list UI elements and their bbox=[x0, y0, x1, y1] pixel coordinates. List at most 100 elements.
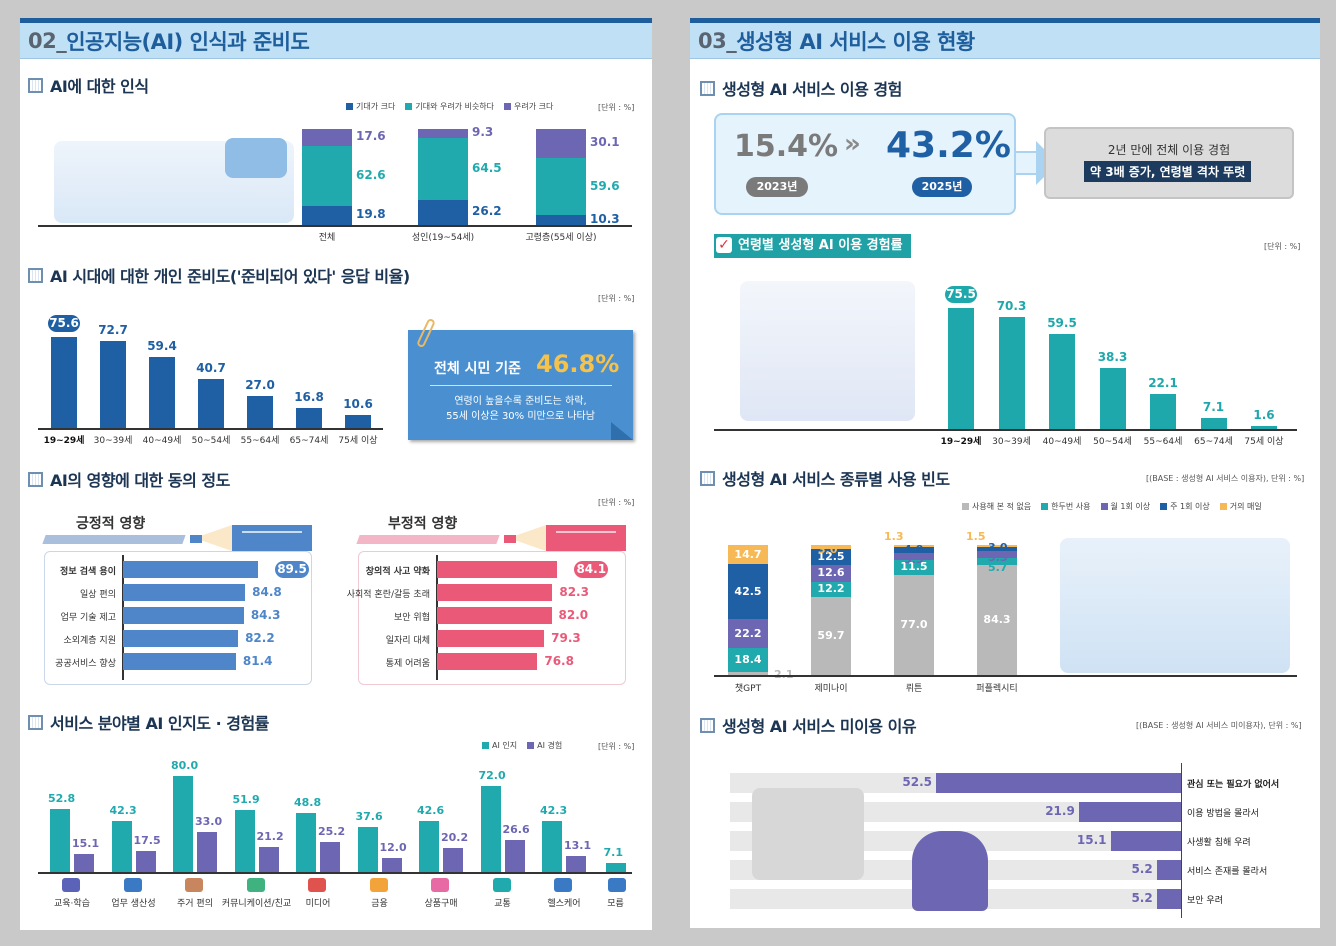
bar bbox=[296, 407, 322, 428]
data-label: 10.6 bbox=[343, 397, 373, 412]
checkbox-square-icon bbox=[28, 471, 43, 487]
data-label: 2.1 bbox=[774, 668, 794, 681]
category-label: 퍼플렉시티 bbox=[976, 684, 1018, 694]
data-label: 59.6 bbox=[590, 178, 620, 193]
bar bbox=[149, 356, 175, 428]
stacked-segment bbox=[728, 564, 768, 620]
bar bbox=[123, 584, 246, 601]
bar bbox=[437, 607, 552, 624]
data-label: 33.0 bbox=[195, 815, 223, 829]
data-label: 26.6 bbox=[502, 823, 530, 837]
section-title: 인공지능(AI) 인식과 준비도 bbox=[66, 29, 310, 54]
legend-item: 우려가 크다 bbox=[504, 101, 553, 112]
category-label: 55~64세 bbox=[1143, 437, 1183, 447]
legend-item: 기대와 우려가 비슷하다 bbox=[405, 101, 494, 112]
legend-item: 주 1회 이상 bbox=[1160, 501, 1210, 512]
experience-title-text: 생성형 AI 서비스 이용 경험 bbox=[722, 80, 902, 99]
thinking-person-illustration bbox=[912, 831, 988, 911]
row-label: 통제 어려움 bbox=[385, 659, 430, 669]
bus-icon bbox=[492, 878, 511, 892]
bar-ai-awareness bbox=[296, 813, 316, 872]
service-frequency-title-text: 생성형 AI 서비스 종류별 사용 빈도 bbox=[722, 470, 950, 489]
checkbox-square-icon bbox=[700, 717, 715, 733]
row-label: 창의적 사고 약화 bbox=[365, 567, 430, 577]
data-label: 59.4 bbox=[147, 338, 177, 353]
unit-label: [단위 : %] bbox=[598, 742, 635, 751]
category-label: 50~54세 bbox=[191, 436, 231, 446]
data-label: 21.2 bbox=[256, 829, 284, 843]
bar bbox=[100, 340, 126, 428]
service-fields-title-text: 서비스 분야별 AI 인지도 · 경험률 bbox=[50, 714, 269, 733]
bar bbox=[437, 653, 538, 670]
x-axis bbox=[38, 428, 383, 430]
data-label: 22.1 bbox=[1148, 375, 1178, 390]
stacked-segment bbox=[811, 548, 851, 566]
data-label: 12.2 bbox=[817, 582, 845, 596]
checkbox-square-icon bbox=[28, 77, 43, 93]
legend-item: 한두번 사용 bbox=[1041, 501, 1091, 512]
bar bbox=[437, 630, 545, 647]
legend-item: 사용해 본 적 없음 bbox=[962, 501, 1031, 512]
category-label: 65~74세 bbox=[1194, 437, 1233, 447]
bar-ai-experience bbox=[443, 847, 463, 872]
impact-title-text: AI의 영향에 대한 동의 정도 bbox=[50, 471, 230, 490]
experience-box: 15.4% 2023년 » 43.2% 2025년 bbox=[714, 113, 1016, 215]
legend-item: 기대가 크다 bbox=[346, 101, 395, 112]
perception-title: AI에 대한 인식 bbox=[28, 73, 149, 97]
data-label: 80.0 bbox=[171, 759, 199, 772]
data-label: 15.1 bbox=[72, 836, 100, 850]
data-label: 26.2 bbox=[472, 204, 502, 219]
service-frequency-legend: 사용해 본 적 없음 한두번 사용 월 1회 이상 주 1회 이상 거의 매일 bbox=[962, 501, 1262, 512]
category-label: 75세 이상 bbox=[1244, 437, 1284, 447]
data-label: 11.5 bbox=[900, 560, 928, 574]
bar bbox=[948, 308, 974, 429]
bar-ai-awareness bbox=[419, 820, 439, 872]
chevron-right-icon: » bbox=[844, 129, 861, 159]
bar-ai-awareness bbox=[234, 809, 255, 872]
bar-ai-awareness bbox=[111, 821, 132, 872]
bar bbox=[123, 561, 258, 578]
legend-item: 거의 매일 bbox=[1219, 501, 1262, 512]
section-header-03: 03_ 생성형 AI 서비스 이용 현황 bbox=[690, 23, 1320, 59]
category-label: 40~49세 bbox=[1042, 437, 1082, 447]
right-panel: 03_ 생성형 AI 서비스 이용 현황 생성형 AI 서비스 이용 경험 15… bbox=[690, 18, 1320, 928]
page-curl bbox=[611, 422, 633, 440]
year-badge-2023: 2023년 bbox=[746, 177, 808, 197]
experience-title: 생성형 AI 서비스 이용 경험 bbox=[700, 76, 902, 100]
bar-ai-experience bbox=[504, 840, 525, 872]
base-label: [(BASE : 생성형 AI 서비스 이용자), 단위 : %] bbox=[1146, 474, 1305, 483]
category-label: 30~39세 bbox=[992, 437, 1031, 447]
stacked-segment bbox=[977, 545, 1017, 547]
data-label: 52.5 bbox=[902, 775, 932, 789]
row-label: 보안 우려 bbox=[1187, 896, 1223, 906]
checkbox-square-icon bbox=[700, 470, 715, 486]
service-fields-legend: AI 인지 AI 경험 bbox=[482, 740, 562, 751]
data-label: 5.2 bbox=[1131, 891, 1153, 905]
x-axis bbox=[38, 872, 632, 874]
pencil-cap bbox=[232, 525, 312, 551]
y-axis bbox=[1181, 763, 1182, 918]
stacked-segment bbox=[894, 546, 934, 554]
category-label: 55~64세 bbox=[240, 436, 280, 446]
category-label: 교통 bbox=[494, 899, 511, 909]
data-label: 3.0 bbox=[818, 543, 838, 556]
bar bbox=[1251, 426, 1277, 429]
service-fields-title: 서비스 분야별 AI 인지도 · 경험률 bbox=[28, 710, 269, 734]
bar-ai-awareness bbox=[173, 776, 193, 872]
category-label: 헬스케어 bbox=[547, 899, 581, 909]
section-number: 02_ bbox=[28, 28, 67, 53]
data-label: 13.1 bbox=[564, 839, 592, 853]
data-label: 18.4 bbox=[734, 653, 762, 667]
bar-ai-experience bbox=[135, 851, 156, 872]
book-icon bbox=[62, 878, 80, 892]
bar bbox=[51, 337, 77, 428]
section-header-02: 02_ 인공지능(AI) 인식과 준비도 bbox=[20, 23, 652, 59]
unit-label: [단위 : %] bbox=[1264, 242, 1301, 251]
callout-value: 46.8% bbox=[536, 350, 620, 378]
stacked-segment bbox=[536, 157, 586, 216]
chat-icon bbox=[246, 878, 265, 892]
category-label: 65~74세 bbox=[289, 436, 329, 446]
bar bbox=[936, 773, 1181, 793]
category-label: 상품구매 bbox=[424, 899, 458, 909]
data-label: 72.0 bbox=[478, 768, 506, 782]
